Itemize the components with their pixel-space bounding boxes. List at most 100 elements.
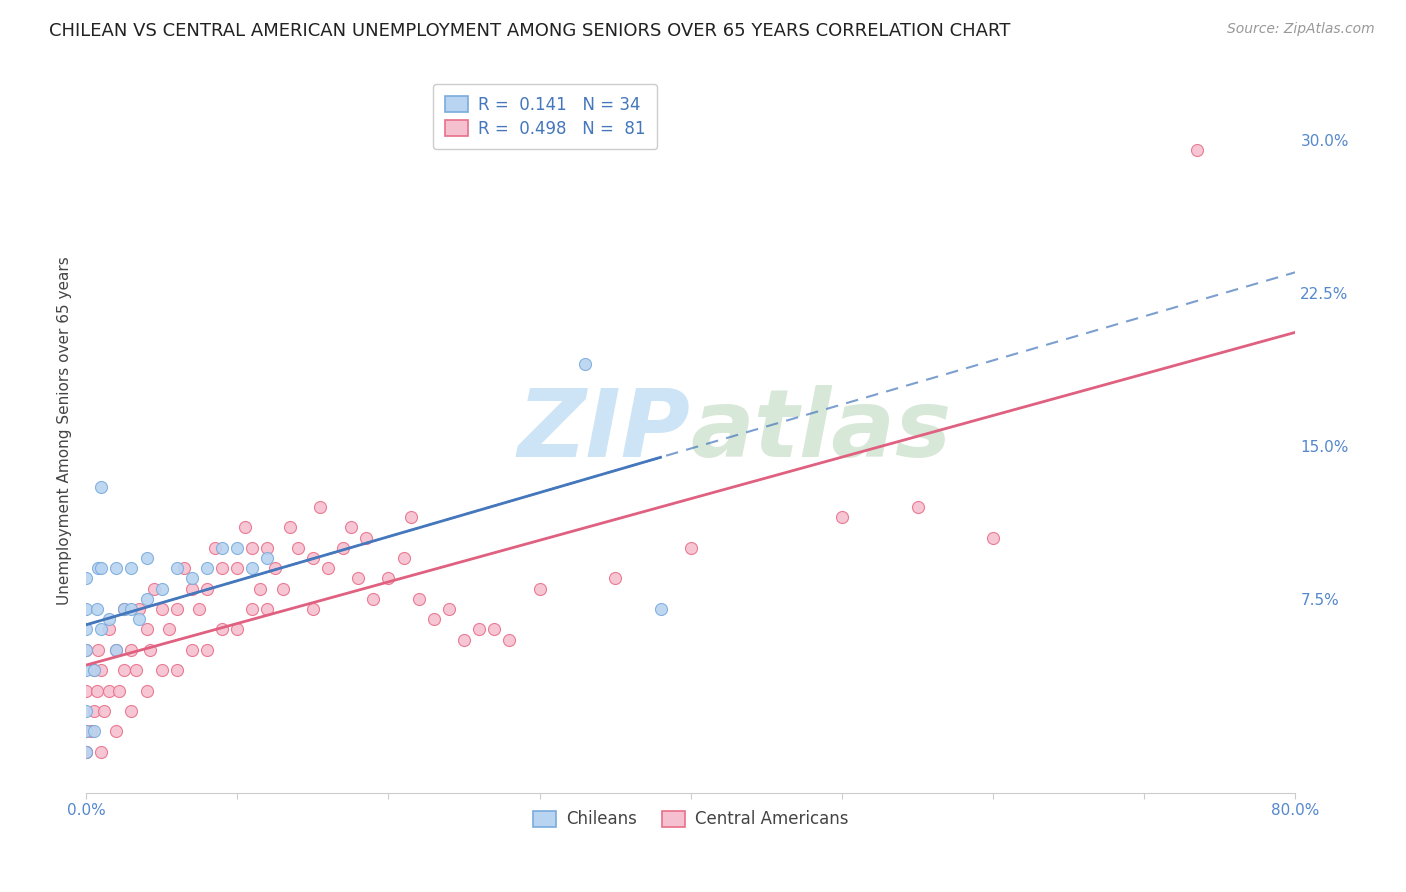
Point xyxy=(120,643,142,657)
Point xyxy=(97,623,120,637)
Point xyxy=(135,551,157,566)
Point xyxy=(90,480,112,494)
Point xyxy=(240,541,263,555)
Point xyxy=(316,561,339,575)
Point xyxy=(981,531,1004,545)
Point xyxy=(256,602,278,616)
Point xyxy=(408,591,430,606)
Point xyxy=(112,663,135,677)
Point xyxy=(256,541,278,555)
Point xyxy=(135,683,157,698)
Point xyxy=(87,643,110,657)
Point xyxy=(249,582,271,596)
Point xyxy=(108,683,131,698)
Point xyxy=(75,704,97,718)
Point xyxy=(166,561,188,575)
Point xyxy=(128,602,150,616)
Point xyxy=(347,572,370,586)
Point xyxy=(83,704,105,718)
Point xyxy=(271,582,294,596)
Point xyxy=(166,602,188,616)
Point xyxy=(150,602,173,616)
Point xyxy=(211,623,233,637)
Point xyxy=(211,561,233,575)
Point xyxy=(204,541,226,555)
Point xyxy=(83,663,105,677)
Point xyxy=(90,663,112,677)
Point xyxy=(256,551,278,566)
Point xyxy=(287,541,309,555)
Point xyxy=(278,520,301,534)
Point xyxy=(226,541,249,555)
Point xyxy=(180,582,202,596)
Point xyxy=(75,745,97,759)
Point xyxy=(226,623,249,637)
Point xyxy=(83,724,105,739)
Point xyxy=(1185,143,1208,157)
Point xyxy=(529,582,551,596)
Point xyxy=(605,572,627,586)
Point xyxy=(188,602,211,616)
Point xyxy=(195,582,218,596)
Point xyxy=(399,510,422,524)
Text: Source: ZipAtlas.com: Source: ZipAtlas.com xyxy=(1227,22,1375,37)
Point xyxy=(112,602,135,616)
Point xyxy=(309,500,332,514)
Point xyxy=(679,541,702,555)
Point xyxy=(574,357,596,371)
Point xyxy=(135,623,157,637)
Point xyxy=(180,572,202,586)
Point xyxy=(75,724,97,739)
Point xyxy=(120,704,142,718)
Point xyxy=(301,602,323,616)
Point xyxy=(120,561,142,575)
Point xyxy=(233,520,256,534)
Point xyxy=(87,561,110,575)
Point xyxy=(75,572,97,586)
Point xyxy=(83,663,105,677)
Point xyxy=(423,612,446,626)
Point xyxy=(75,683,97,698)
Point xyxy=(120,602,142,616)
Point xyxy=(173,561,195,575)
Point xyxy=(211,541,233,555)
Point xyxy=(125,663,148,677)
Point xyxy=(301,551,323,566)
Legend: Chileans, Central Americans: Chileans, Central Americans xyxy=(526,804,855,835)
Point xyxy=(75,745,97,759)
Point xyxy=(79,724,101,739)
Y-axis label: Unemployment Among Seniors over 65 years: Unemployment Among Seniors over 65 years xyxy=(58,256,72,605)
Point xyxy=(150,663,173,677)
Text: CHILEAN VS CENTRAL AMERICAN UNEMPLOYMENT AMONG SENIORS OVER 65 YEARS CORRELATION: CHILEAN VS CENTRAL AMERICAN UNEMPLOYMENT… xyxy=(49,22,1011,40)
Point xyxy=(907,500,929,514)
Point xyxy=(226,561,249,575)
Point xyxy=(75,745,97,759)
Point xyxy=(180,643,202,657)
Point xyxy=(90,745,112,759)
Point xyxy=(75,602,97,616)
Point xyxy=(453,632,475,647)
Point xyxy=(143,582,166,596)
Point xyxy=(97,683,120,698)
Point xyxy=(135,591,157,606)
Point xyxy=(240,561,263,575)
Point xyxy=(831,510,853,524)
Point xyxy=(498,632,520,647)
Point xyxy=(650,602,672,616)
Point xyxy=(86,602,108,616)
Point xyxy=(138,643,160,657)
Point xyxy=(150,582,173,596)
Point xyxy=(105,643,128,657)
Point xyxy=(195,561,218,575)
Point xyxy=(90,561,112,575)
Point xyxy=(105,561,128,575)
Point xyxy=(195,643,218,657)
Point xyxy=(112,602,135,616)
Point xyxy=(86,683,108,698)
Point xyxy=(392,551,415,566)
Point xyxy=(75,643,97,657)
Point xyxy=(97,612,120,626)
Point xyxy=(377,572,399,586)
Point xyxy=(468,623,491,637)
Point xyxy=(354,531,377,545)
